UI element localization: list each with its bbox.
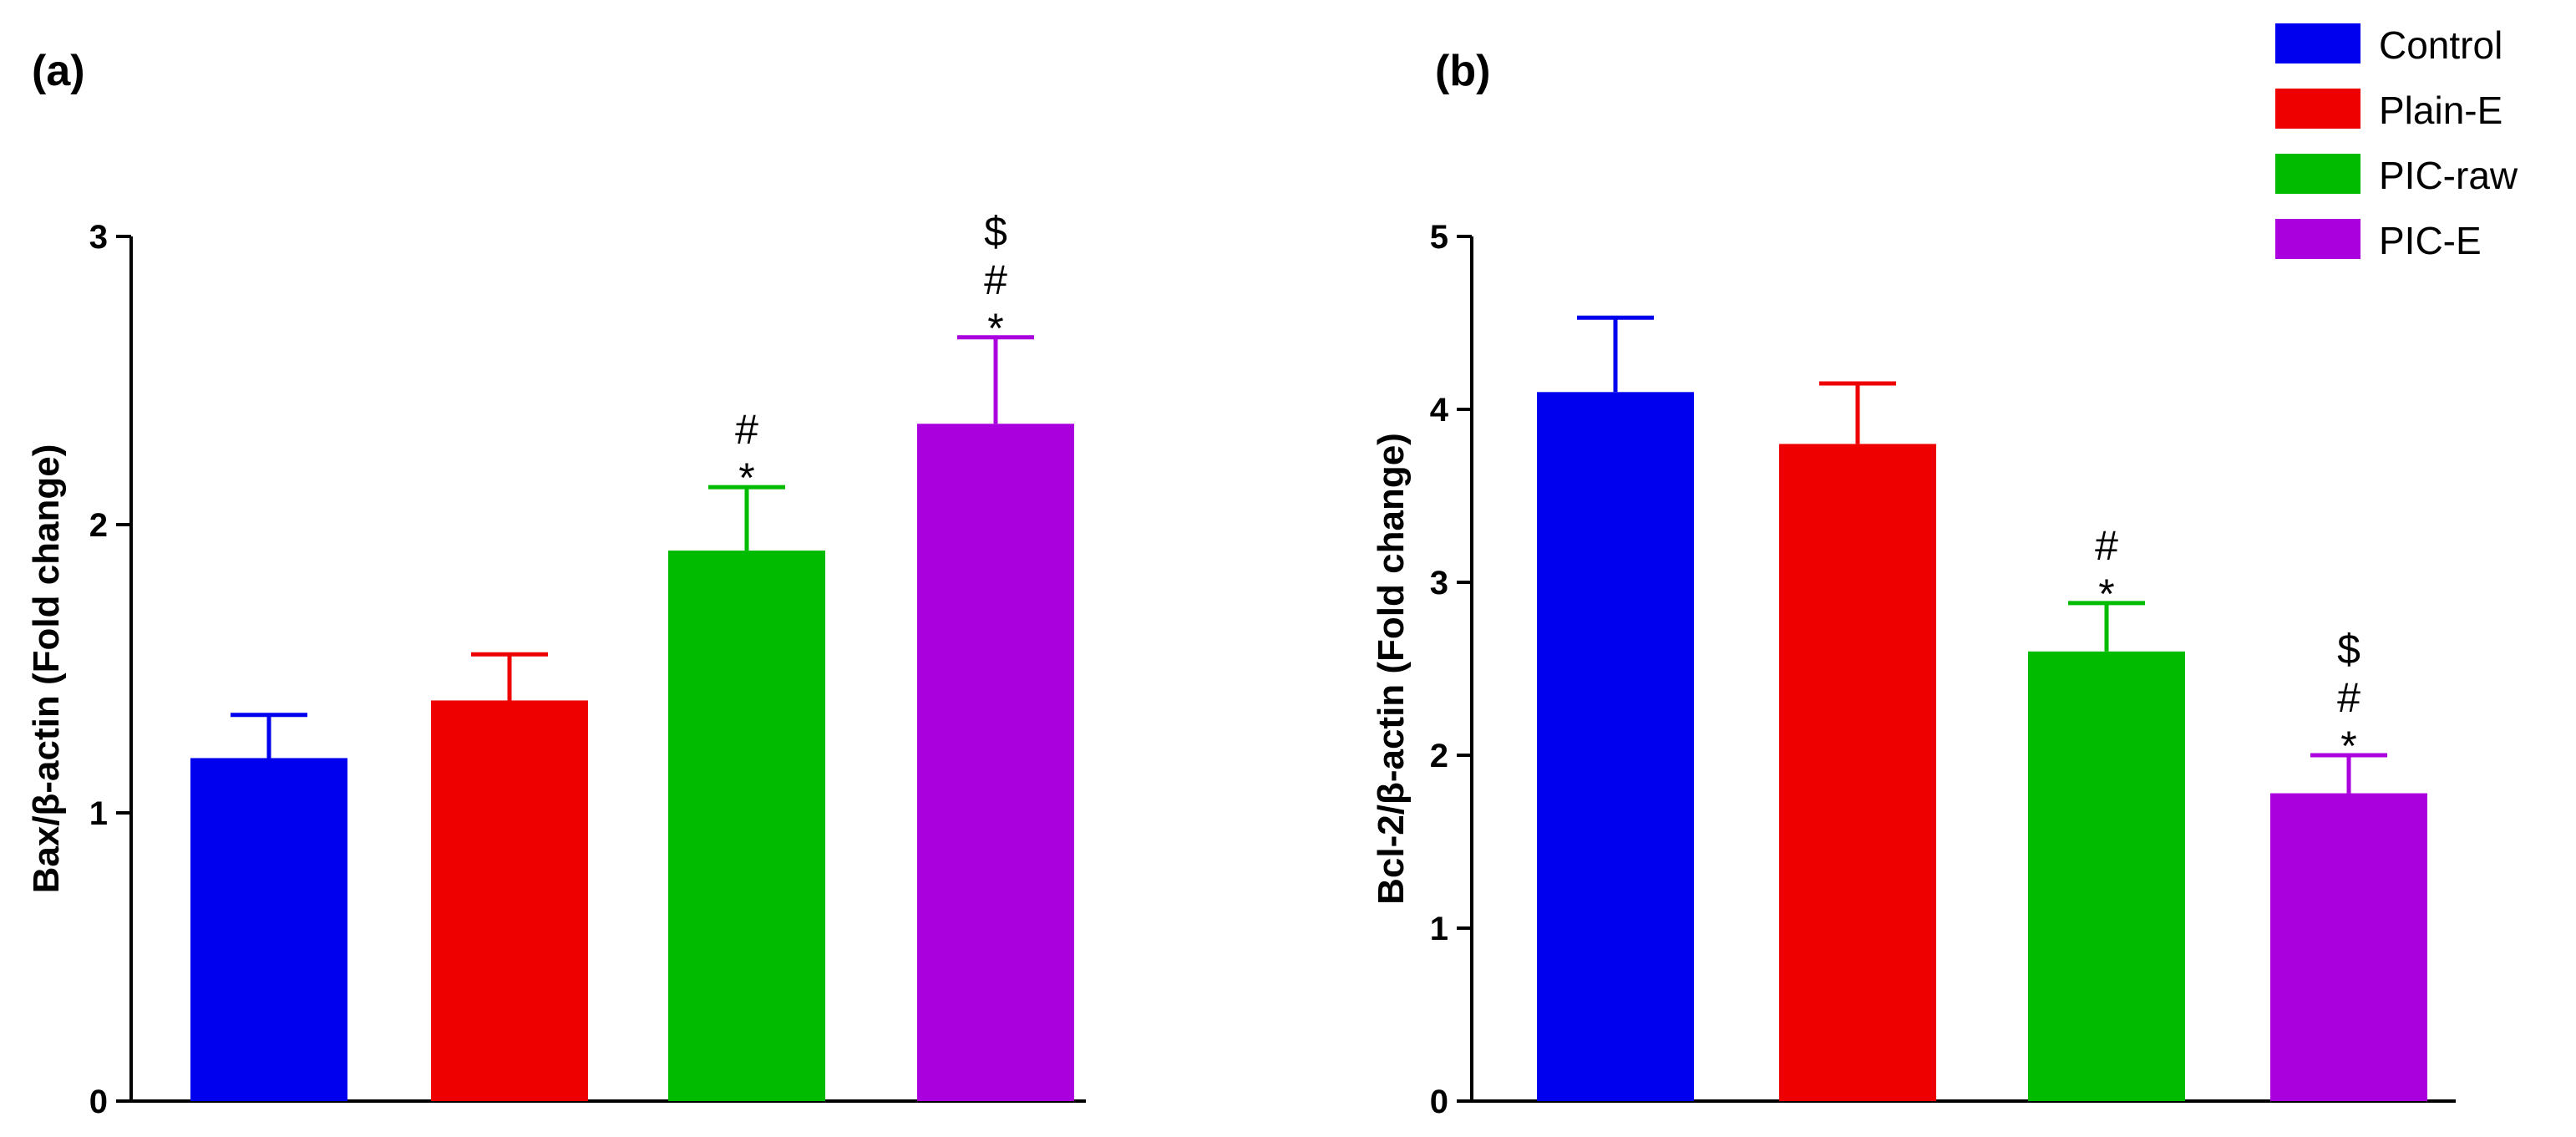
legend-swatch [2275, 154, 2360, 194]
y-tick-label: 3 [89, 219, 108, 256]
y-tick-label: 0 [1430, 1084, 1448, 1120]
legend-label: PIC-E [2379, 219, 2482, 262]
bar [668, 551, 825, 1101]
significance-marker: * [738, 454, 754, 501]
bar [917, 424, 1074, 1101]
significance-marker: # [2337, 674, 2360, 721]
bar [2270, 793, 2427, 1101]
y-tick-label: 2 [1430, 738, 1448, 774]
y-tick-label: 1 [1430, 911, 1448, 947]
panel-label: (b) [1435, 47, 1490, 95]
y-axis-label: Bcl-2/β-actin (Fold change) [1371, 433, 1412, 905]
panel-label: (a) [32, 47, 85, 95]
bar [2028, 651, 2185, 1101]
bar [431, 700, 588, 1101]
legend-label: PIC-raw [2379, 154, 2518, 197]
bar [1537, 392, 1694, 1101]
y-tick-label: 3 [1430, 565, 1448, 601]
bar [1779, 444, 1936, 1101]
significance-marker: $ [2337, 626, 2360, 673]
bar [190, 758, 347, 1101]
legend-swatch [2275, 23, 2360, 63]
significance-marker: $ [984, 208, 1007, 255]
y-tick-label: 5 [1430, 219, 1448, 256]
y-tick-label: 2 [89, 507, 108, 544]
significance-marker: * [987, 305, 1003, 352]
significance-marker: * [2098, 571, 2114, 617]
legend-label: Control [2379, 23, 2502, 67]
y-axis-label: Bax/β-actin (Fold change) [26, 444, 67, 894]
y-tick-label: 0 [89, 1084, 108, 1120]
significance-marker: # [2095, 522, 2118, 569]
legend-swatch [2275, 219, 2360, 259]
y-tick-label: 4 [1430, 392, 1449, 429]
significance-marker: # [735, 406, 758, 453]
y-tick-label: 1 [89, 795, 108, 832]
legend-swatch [2275, 89, 2360, 129]
significance-marker: * [2340, 723, 2356, 769]
legend: Control Plain-E PIC-raw PIC-E [2275, 23, 2518, 262]
significance-marker: # [984, 256, 1007, 303]
legend-label: Plain-E [2379, 89, 2502, 132]
